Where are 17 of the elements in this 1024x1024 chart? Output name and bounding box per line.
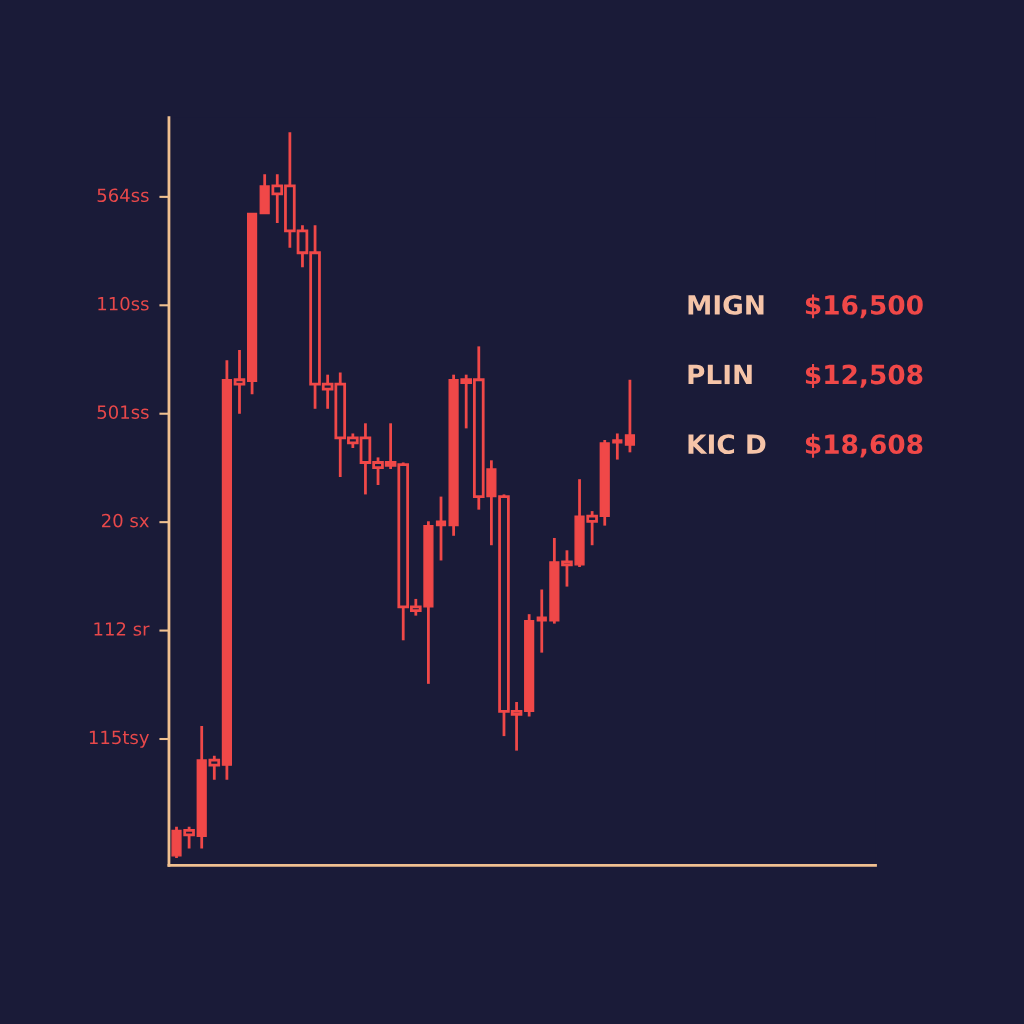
text: 112 sr — [94, 622, 150, 636]
text: 20 sx — [102, 513, 149, 528]
text: 501ss — [97, 405, 149, 419]
text: 564ss — [97, 188, 149, 203]
annotation: $18,608 — [805, 433, 923, 458]
candlestick — [208, 754, 221, 782]
annotation: $16,500 — [805, 294, 923, 319]
candlestick — [612, 432, 623, 461]
candlestick — [233, 348, 246, 416]
text: 110ss — [98, 296, 149, 311]
text: 115tsy — [89, 730, 149, 748]
annotation: KIC D — [688, 434, 766, 455]
annotation: MIGN — [688, 294, 764, 315]
candlestick — [624, 378, 636, 454]
annotation: $12,508 — [805, 364, 923, 388]
candlestick — [536, 588, 547, 655]
annotation: PLIN — [688, 364, 752, 385]
